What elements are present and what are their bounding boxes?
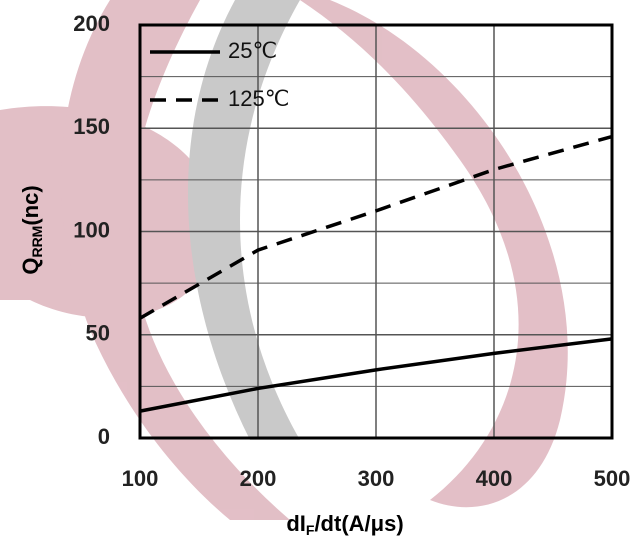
- y-axis-label-sub: RRM: [29, 226, 45, 258]
- y-tick-label: 200: [73, 11, 110, 36]
- x-axis-label-sub: F: [306, 522, 315, 538]
- watermark: [0, 0, 568, 520]
- x-tick-label: 300: [358, 466, 395, 491]
- x-axis-label-main: dI: [286, 511, 306, 536]
- plot-frame: [138, 23, 614, 440]
- x-tick-label: 100: [122, 466, 159, 491]
- y-axis-label: QRRM(nc): [18, 185, 45, 274]
- x-axis-label: dIF/dt(A/μs): [286, 511, 403, 538]
- series-line: [139, 337, 613, 413]
- y-tick-label: 0: [98, 424, 110, 449]
- x-axis-label-rest: /dt(A/μs): [314, 511, 403, 536]
- y-tick-label: 150: [73, 114, 110, 139]
- y-axis-label-main: Q: [18, 258, 43, 275]
- y-tick-label: 50: [86, 321, 110, 346]
- series-line: [139, 134, 613, 320]
- y-tick-label: 100: [73, 217, 110, 242]
- y-axis-label-rest: (nc): [18, 185, 43, 225]
- legend-label: 125℃: [228, 86, 289, 111]
- x-tick-label: 500: [594, 466, 631, 491]
- x-tick-label: 400: [476, 466, 513, 491]
- x-tick-label: 200: [240, 466, 277, 491]
- legend-label: 25℃: [228, 38, 277, 63]
